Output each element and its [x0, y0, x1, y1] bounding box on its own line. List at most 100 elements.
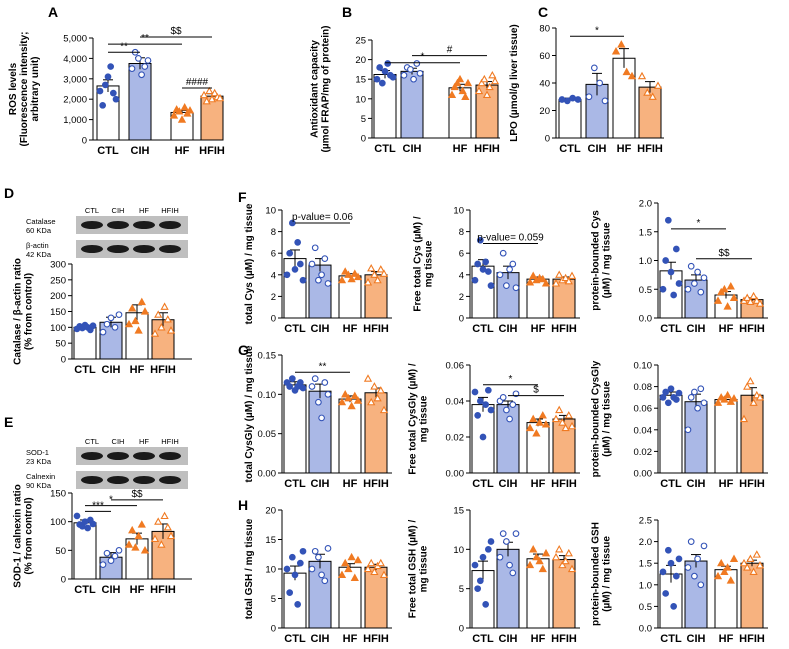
blot-band — [81, 221, 103, 229]
y-axis-label: total Cys (µM) / mg tissue — [244, 203, 255, 324]
data-point — [370, 567, 379, 576]
data-point — [308, 260, 316, 268]
blot-band — [133, 476, 155, 484]
data-point — [675, 555, 683, 563]
data-point — [723, 390, 732, 399]
data-point — [474, 260, 482, 268]
data-point — [410, 75, 417, 83]
y-tick-label: 0.5 — [639, 602, 652, 613]
data-point — [488, 70, 497, 79]
data-point — [667, 268, 675, 276]
data-point — [461, 92, 470, 100]
x-tick-label: CIH — [499, 323, 518, 335]
data-point — [341, 558, 350, 567]
significance-label: ** — [120, 41, 128, 52]
data-point — [379, 570, 389, 579]
data-point — [664, 216, 672, 224]
y-tick-label: 0.02 — [634, 447, 653, 458]
y-axis-label: Antioxidant capacity — [310, 40, 321, 138]
x-tick-label: HF — [719, 633, 734, 645]
data-point — [379, 269, 389, 277]
x-tick-label: CTL — [284, 323, 306, 335]
data-point — [311, 547, 319, 555]
data-point — [115, 546, 123, 554]
y-tick-label: 0.02 — [446, 433, 465, 444]
data-point — [503, 282, 510, 289]
data-point — [134, 326, 143, 334]
data-point — [596, 79, 604, 87]
data-point — [569, 94, 577, 102]
data-point — [283, 271, 291, 279]
data-point — [506, 266, 513, 273]
panel-letter: D — [4, 185, 14, 201]
data-point — [697, 288, 705, 296]
data-point — [103, 549, 111, 557]
data-point — [697, 581, 705, 589]
data-point — [474, 86, 484, 95]
panel-H1: H 0 5 10 15 20 total GSH / mg tissue CTL CIH HF HF… — [238, 497, 392, 645]
data-point — [664, 399, 672, 407]
y-tick-label: 5 — [361, 114, 366, 125]
data-point — [482, 258, 490, 266]
data-point — [538, 564, 547, 573]
data-point — [487, 538, 495, 545]
data-point — [215, 93, 225, 102]
x-tick-label: HFIH — [363, 633, 389, 645]
data-point — [476, 577, 484, 585]
y-tick-label: 4,000 — [63, 54, 87, 65]
data-point — [163, 315, 172, 323]
y-tick-label: 80 — [539, 24, 550, 35]
data-point — [134, 531, 143, 540]
data-point — [659, 285, 667, 293]
data-point — [697, 385, 705, 393]
data-point — [157, 540, 166, 548]
data-point — [350, 391, 359, 400]
y-axis-label: protein-bounded Cys — [591, 210, 602, 311]
y-tick-label: 0 — [61, 575, 66, 586]
data-point — [551, 279, 561, 287]
panel-H2: 0 5 10 15 Free total GSH (µM) / mg tissue CTL C… — [408, 506, 580, 645]
data-point — [509, 569, 517, 577]
significance-label: $$ — [170, 26, 182, 37]
data-point — [177, 115, 187, 123]
y-axis-label: mg tissue — [419, 395, 430, 442]
y-axis-label: ROS levels — [8, 62, 19, 115]
data-point — [479, 266, 487, 273]
data-point — [99, 561, 107, 569]
data-point — [135, 55, 142, 62]
y-axis-label: (µM) / mg tissue — [602, 381, 613, 457]
data-point — [294, 601, 302, 608]
data-point — [499, 249, 507, 257]
blot-band — [107, 245, 129, 253]
data-point — [506, 415, 513, 423]
data-point — [691, 572, 698, 580]
data-point — [450, 82, 459, 91]
y-tick-label: 4 — [271, 270, 276, 281]
data-point — [347, 552, 356, 561]
x-tick-label: HF — [130, 364, 145, 376]
data-point — [503, 406, 510, 414]
data-point — [700, 542, 708, 550]
data-point — [755, 561, 765, 569]
data-point — [169, 111, 179, 119]
data-point — [455, 74, 465, 83]
data-point — [389, 73, 397, 81]
y-tick-label: 0.15 — [258, 351, 277, 362]
data-point — [743, 563, 752, 571]
blot-lane-label: HFIH — [161, 206, 179, 215]
y-tick-label: 3,000 — [63, 74, 87, 85]
data-point — [739, 558, 749, 567]
data-point — [558, 560, 567, 569]
x-tick-label: HFIH — [551, 633, 577, 645]
data-point — [363, 374, 373, 382]
blot-lane-label: HFIH — [161, 437, 179, 446]
data-point — [101, 81, 109, 89]
data-point — [315, 276, 322, 284]
y-tick-label: 0.06 — [634, 404, 653, 415]
data-point — [463, 78, 473, 87]
x-tick-label: HFIH — [739, 323, 765, 335]
x-tick-label: HF — [175, 145, 190, 157]
